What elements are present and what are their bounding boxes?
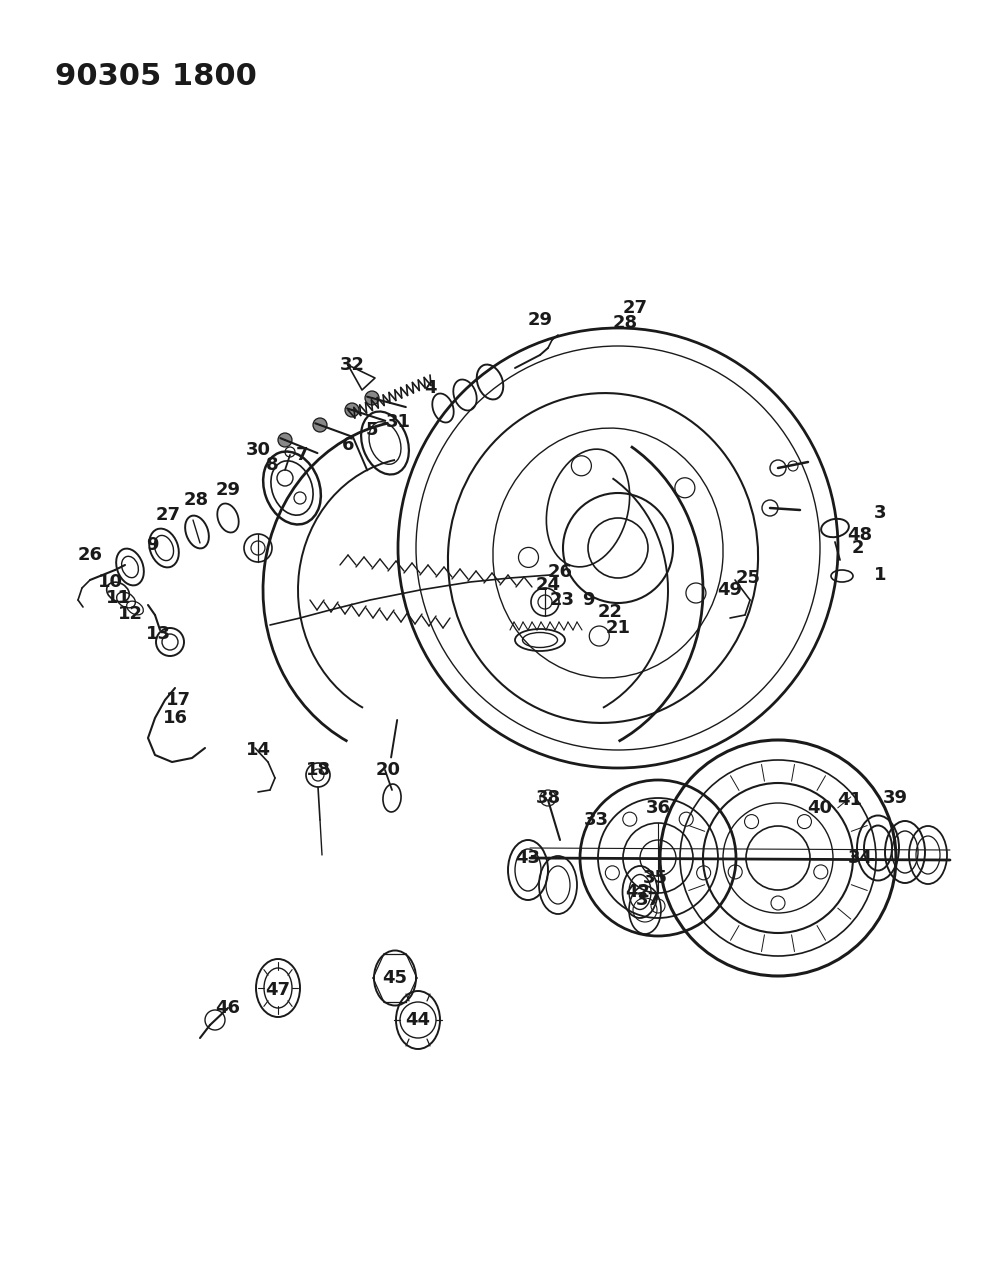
Text: 9: 9 bbox=[146, 536, 159, 555]
Text: 12: 12 bbox=[118, 606, 143, 623]
Circle shape bbox=[345, 403, 359, 417]
Text: 21: 21 bbox=[606, 618, 630, 638]
Text: 24: 24 bbox=[535, 576, 561, 594]
Text: 14: 14 bbox=[246, 741, 271, 759]
Text: 42: 42 bbox=[625, 884, 650, 901]
Text: 7: 7 bbox=[295, 446, 308, 464]
Text: 34: 34 bbox=[847, 849, 872, 867]
Text: 27: 27 bbox=[622, 300, 647, 317]
Text: 41: 41 bbox=[837, 790, 862, 810]
Text: 25: 25 bbox=[735, 569, 760, 586]
Text: 2: 2 bbox=[851, 539, 864, 557]
Circle shape bbox=[365, 391, 379, 405]
Text: 29: 29 bbox=[215, 481, 241, 499]
Text: 11: 11 bbox=[105, 589, 131, 607]
Text: 35: 35 bbox=[642, 870, 668, 887]
Text: 33: 33 bbox=[584, 811, 608, 829]
Text: 38: 38 bbox=[535, 789, 561, 807]
Text: 23: 23 bbox=[549, 592, 575, 609]
Text: 17: 17 bbox=[165, 691, 190, 709]
Text: 1: 1 bbox=[874, 566, 886, 584]
Circle shape bbox=[278, 434, 292, 448]
Text: 22: 22 bbox=[598, 603, 622, 621]
Text: 20: 20 bbox=[376, 761, 400, 779]
Text: 29: 29 bbox=[527, 311, 553, 329]
Text: 31: 31 bbox=[385, 413, 410, 431]
Text: 6: 6 bbox=[342, 436, 354, 454]
Circle shape bbox=[313, 418, 327, 432]
Text: 10: 10 bbox=[97, 572, 123, 592]
Text: 45: 45 bbox=[383, 969, 407, 987]
Text: 3: 3 bbox=[874, 504, 886, 521]
Text: 90305 1800: 90305 1800 bbox=[55, 62, 257, 91]
Text: 5: 5 bbox=[366, 421, 379, 439]
Text: 40: 40 bbox=[808, 799, 832, 817]
Text: 48: 48 bbox=[847, 527, 872, 544]
Text: 28: 28 bbox=[612, 314, 637, 332]
Text: 8: 8 bbox=[266, 456, 278, 474]
Text: 49: 49 bbox=[717, 581, 742, 599]
Text: 32: 32 bbox=[340, 356, 365, 374]
Text: 47: 47 bbox=[266, 980, 290, 1000]
Text: 26: 26 bbox=[547, 564, 573, 581]
Text: 18: 18 bbox=[305, 761, 331, 779]
Text: 28: 28 bbox=[183, 491, 208, 509]
Text: 44: 44 bbox=[405, 1011, 430, 1029]
Text: 9: 9 bbox=[582, 592, 595, 609]
Text: 36: 36 bbox=[645, 799, 671, 817]
Text: 46: 46 bbox=[215, 1000, 241, 1017]
Text: 13: 13 bbox=[146, 625, 170, 643]
Text: 30: 30 bbox=[246, 441, 271, 459]
Text: 27: 27 bbox=[156, 506, 180, 524]
Text: 4: 4 bbox=[424, 379, 436, 397]
Text: 43: 43 bbox=[515, 849, 540, 867]
Text: 37: 37 bbox=[635, 891, 660, 909]
Text: 16: 16 bbox=[163, 709, 187, 727]
Text: 26: 26 bbox=[77, 546, 102, 564]
Text: 39: 39 bbox=[883, 789, 908, 807]
